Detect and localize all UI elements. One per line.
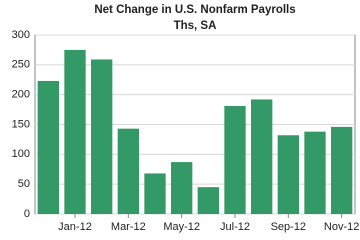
bar: [171, 162, 193, 214]
bar: [331, 126, 353, 214]
y-tick-label: 300: [12, 29, 30, 41]
x-tick-label: Jan-12: [58, 221, 92, 233]
x-tick-label: Mar-12: [111, 221, 146, 233]
chart-title: Net Change in U.S. Nonfarm Payrolls: [94, 4, 295, 16]
bar: [37, 80, 59, 215]
bar: [144, 173, 166, 214]
bar: [197, 187, 219, 214]
bar: [117, 128, 139, 214]
y-tick-label: 200: [12, 89, 30, 101]
bar: [91, 59, 113, 214]
x-tick-label: Jul-12: [220, 221, 250, 233]
bar: [277, 135, 299, 214]
y-tick-label: 100: [12, 148, 30, 160]
y-tick-label: 150: [12, 118, 30, 130]
bar: [224, 106, 246, 214]
bar: [304, 131, 326, 214]
x-tick-label: Sep-12: [271, 221, 306, 233]
y-tick-label: 0: [24, 208, 30, 220]
y-tick-label: 250: [12, 59, 30, 71]
bar: [251, 99, 273, 214]
chart-subtitle: Ths, SA: [174, 20, 217, 32]
x-tick-label: Nov-12: [324, 221, 359, 233]
x-tick-label: May-12: [163, 221, 200, 233]
bar: [64, 49, 86, 214]
y-tick-label: 50: [18, 178, 30, 190]
